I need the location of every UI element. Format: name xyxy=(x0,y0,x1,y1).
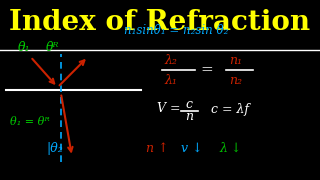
Text: n₁: n₁ xyxy=(229,54,242,67)
Text: λ ↓: λ ↓ xyxy=(219,142,242,155)
Text: c = λf: c = λf xyxy=(212,103,249,116)
Text: θᴿ: θᴿ xyxy=(46,41,60,54)
Text: V =: V = xyxy=(157,102,180,115)
Text: θ₁ = θᴿ: θ₁ = θᴿ xyxy=(10,117,49,127)
Text: θ₁: θ₁ xyxy=(18,41,30,54)
Text: n₂: n₂ xyxy=(229,74,242,87)
Text: n ↑: n ↑ xyxy=(146,142,168,155)
Text: Index of Refraction: Index of Refraction xyxy=(9,9,311,36)
Text: |θ₂: |θ₂ xyxy=(46,142,63,155)
Text: c: c xyxy=(185,98,192,111)
Text: v ↓: v ↓ xyxy=(181,142,203,155)
Text: n: n xyxy=(185,111,193,123)
Text: λ₁: λ₁ xyxy=(165,74,178,87)
Text: λ₂: λ₂ xyxy=(165,54,178,67)
Text: n₁sinθ₁ = n₂sin θ₂: n₁sinθ₁ = n₂sin θ₂ xyxy=(124,24,228,37)
Text: =: = xyxy=(200,63,213,77)
